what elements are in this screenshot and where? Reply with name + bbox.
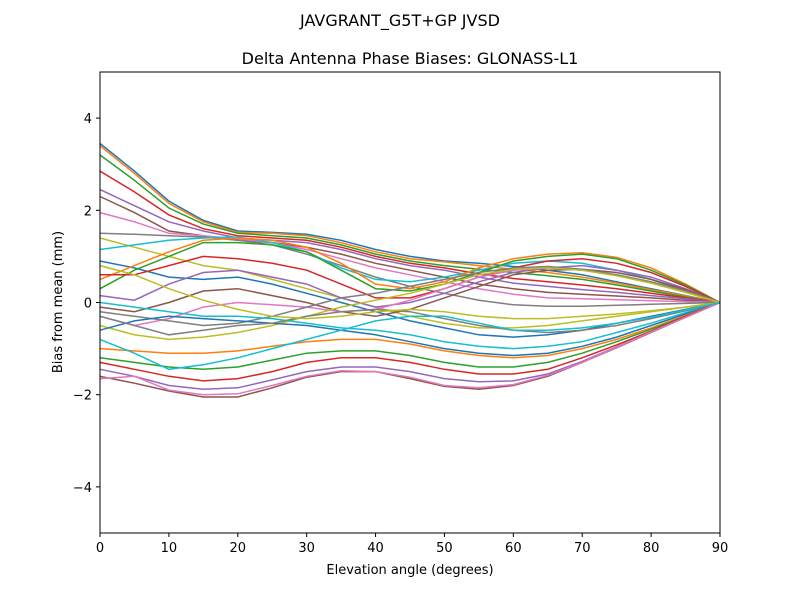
series-lines — [99, 142, 721, 398]
x-tick-label: 50 — [436, 541, 453, 556]
series-line-1 — [99, 142, 721, 304]
figure-title: JAVGRANT_G5T+GP JVSD — [299, 11, 500, 31]
x-tick-label: 90 — [712, 541, 729, 556]
series-line-2 — [99, 145, 721, 304]
series-line-21 — [99, 301, 721, 357]
y-tick-label: −2 — [73, 389, 92, 404]
x-tick-label: 0 — [96, 541, 104, 556]
series-line-5 — [99, 188, 721, 304]
series-line-13 — [99, 241, 721, 304]
series-line-14 — [100, 255, 721, 304]
x-tick-label: 70 — [574, 541, 591, 556]
series-line-18 — [99, 265, 721, 327]
x-tick-label: 10 — [161, 541, 178, 556]
series-line-30 — [99, 301, 721, 371]
x-tick-label: 60 — [505, 541, 522, 556]
series-line-28 — [99, 301, 721, 336]
series-line-7 — [99, 211, 721, 304]
series-line-22 — [99, 301, 721, 359]
series-line-27 — [99, 301, 721, 396]
y-tick-label: 4 — [84, 112, 92, 127]
series-line-12 — [99, 237, 721, 304]
y-tick-label: 0 — [84, 297, 92, 312]
x-axis-label: Elevation angle (degrees) — [326, 563, 493, 578]
series-line-19 — [99, 267, 721, 341]
x-axis: 0 10 20 30 40 50 60 70 80 90 — [96, 533, 728, 556]
series-line-4 — [99, 170, 721, 304]
x-tick-label: 20 — [230, 541, 247, 556]
y-axis: −4 −2 0 2 4 — [73, 112, 100, 496]
series-line-23 — [99, 301, 721, 371]
chart-title: Delta Antenna Phase Biases: GLONASS-L1 — [242, 49, 579, 68]
series-line-20 — [99, 301, 721, 350]
x-tick-label: 30 — [298, 541, 315, 556]
x-tick-label: 40 — [367, 541, 384, 556]
y-tick-label: −4 — [73, 481, 92, 496]
series-line-3 — [99, 154, 721, 304]
y-axis-label: Bias from mean (mm) — [51, 231, 66, 373]
x-tick-label: 80 — [643, 541, 660, 556]
series-line-24 — [99, 301, 721, 382]
y-tick-label: 2 — [84, 204, 92, 219]
series-line-29 — [99, 264, 721, 320]
series-line-15 — [99, 264, 721, 308]
